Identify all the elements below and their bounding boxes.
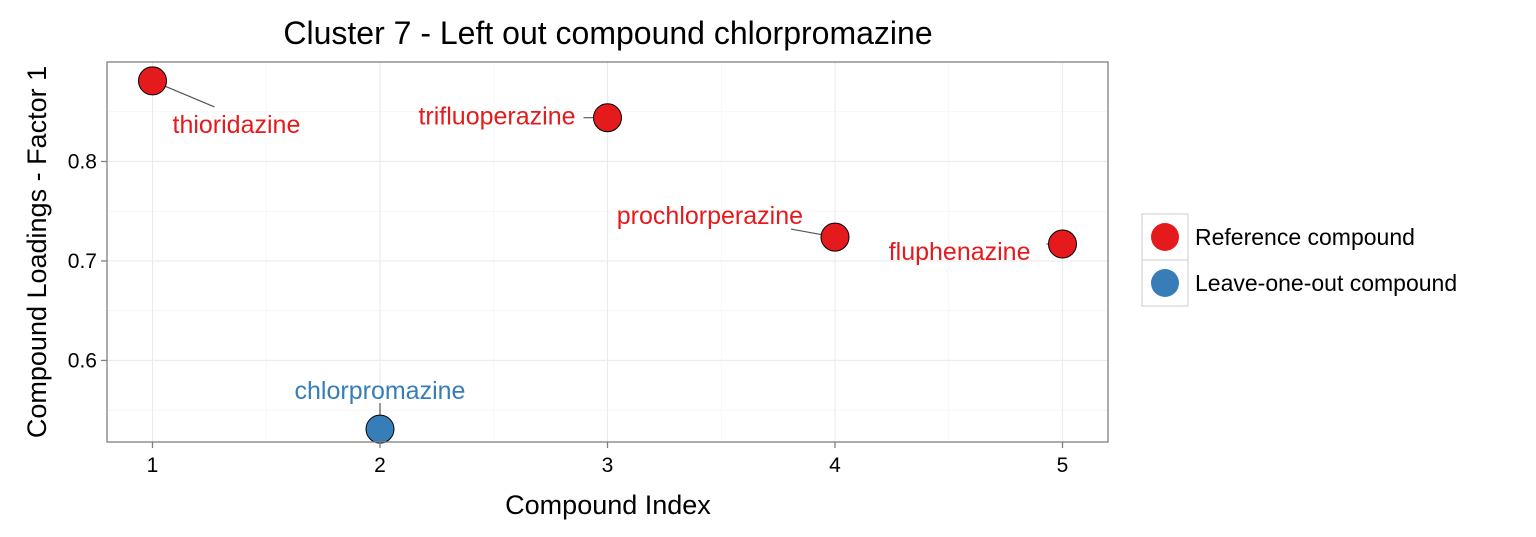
x-axis: 1 2 3 4 5	[147, 442, 1069, 477]
point-label-prochlorperazine: prochlorperazine	[617, 202, 803, 230]
point-label-thioridazine: thioridazine	[173, 111, 301, 139]
legend: Reference compound Leave-one-out compound	[1141, 213, 1457, 307]
data-point-fluphenazine	[1048, 229, 1077, 259]
legend-swatch-leave_one_out	[1151, 269, 1179, 297]
x-tick-label: 5	[1057, 454, 1069, 477]
data-point-thioridazine	[138, 66, 167, 96]
x-tick-label: 4	[829, 454, 841, 477]
legend-label-reference: Reference compound	[1195, 224, 1415, 250]
legend-label-leave_one_out: Leave-one-out compound	[1195, 270, 1457, 296]
point-label-chlorpromazine: chlorpromazine	[295, 377, 466, 405]
point-labels: thioridazine chlorpromazine trifluoperazin…	[173, 103, 1031, 405]
point-label-trifluoperazine: trifluoperazine	[418, 103, 575, 131]
y-tick-label: 0.7	[68, 250, 97, 273]
x-tick-label: 1	[147, 454, 159, 477]
data-point-prochlorperazine	[820, 222, 850, 252]
major-gridlines	[107, 62, 1108, 442]
y-tick-label: 0.6	[68, 349, 97, 372]
y-axis: 0.6 0.7 0.8	[68, 150, 107, 372]
x-tick-label: 2	[374, 454, 386, 477]
y-tick-label: 0.8	[68, 150, 97, 173]
chart-title: Cluster 7 - Left out compound chlorproma…	[283, 15, 932, 51]
x-axis-title: Compound Index	[505, 490, 711, 520]
data-point-chlorpromazine	[365, 414, 395, 444]
x-tick-label: 3	[602, 454, 614, 477]
plot-panel: thioridazine chlorpromazine trifluoperazin…	[106, 61, 1109, 444]
point-label-fluphenazine: fluphenazine	[889, 238, 1031, 266]
legend-swatch-reference	[1151, 223, 1179, 251]
data-point-trifluoperazine	[593, 103, 622, 133]
data-points	[138, 66, 1077, 444]
y-axis-title: Compound Loadings - Factor 1	[22, 66, 52, 438]
